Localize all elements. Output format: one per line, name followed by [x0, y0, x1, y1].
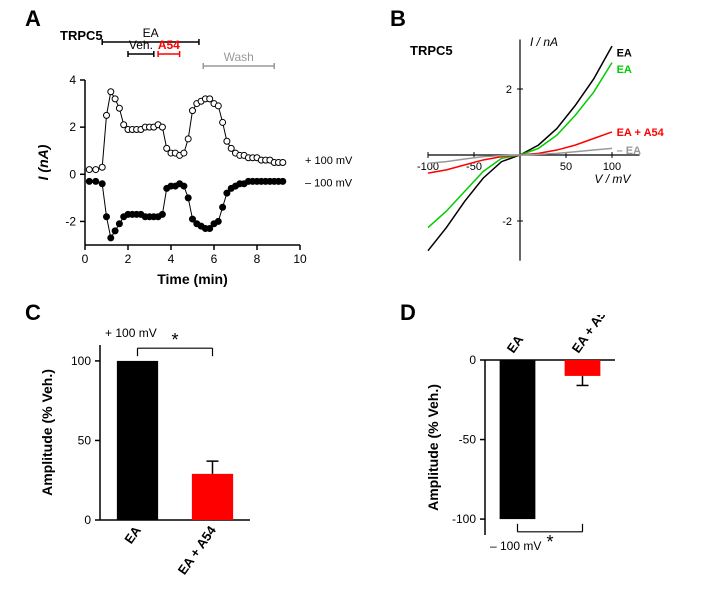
- svg-text:*: *: [546, 532, 553, 552]
- svg-text:EA: EA: [121, 523, 144, 547]
- svg-text:0: 0: [82, 252, 89, 266]
- svg-text:EA: EA: [617, 48, 632, 60]
- panel-b-chart: TRPC5-100-5050100-22V / mVI / nAEAEAEA +…: [395, 25, 695, 280]
- svg-text:– 100 mV: – 100 mV: [305, 178, 353, 190]
- svg-text:V / mV: V / mV: [594, 172, 631, 186]
- svg-text:EA: EA: [617, 64, 632, 76]
- svg-text:4: 4: [69, 73, 76, 87]
- svg-text:Veh.: Veh.: [129, 38, 153, 52]
- svg-text:2: 2: [69, 120, 76, 134]
- svg-text:4: 4: [168, 252, 175, 266]
- svg-text:+ 100 mV: + 100 mV: [105, 326, 157, 340]
- svg-text:I (nA): I (nA): [35, 144, 51, 180]
- panel-c-chart: + 100 mV 0 50 100 Amplitude (% Veh.) EA EA + A…: [30, 315, 320, 605]
- svg-text:100: 100: [71, 354, 91, 368]
- svg-text:Amplitude (% Veh.): Amplitude (% Veh.): [39, 369, 55, 496]
- svg-text:TRPC5: TRPC5: [410, 43, 453, 58]
- svg-text:Wash: Wash: [224, 50, 254, 64]
- svg-text:– 100 mV: – 100 mV: [490, 539, 541, 553]
- svg-text:-2: -2: [502, 216, 512, 228]
- svg-text:-2: -2: [65, 214, 76, 228]
- svg-text:8: 8: [254, 252, 261, 266]
- svg-text:*: *: [171, 330, 178, 350]
- svg-text:50: 50: [560, 161, 572, 173]
- svg-text:TRPC5: TRPC5: [60, 28, 103, 43]
- panel-a-chart: TRPC5EAVeh.A54Wash0246810-2024Time (min)…: [30, 20, 365, 290]
- svg-text:– EA: – EA: [617, 145, 642, 157]
- svg-text:2: 2: [506, 84, 512, 96]
- svg-text:50: 50: [78, 433, 92, 447]
- svg-text:-100: -100: [452, 512, 476, 526]
- svg-text:Amplitude (% Veh.): Amplitude (% Veh.): [425, 384, 441, 511]
- svg-text:EA + A54: EA + A54: [617, 127, 665, 139]
- svg-text:EA + A54: EA + A54: [175, 522, 220, 577]
- panel-label-d: D: [400, 300, 416, 326]
- svg-text:0: 0: [69, 167, 76, 181]
- svg-text:A54: A54: [158, 38, 180, 52]
- svg-text:I / nA: I / nA: [530, 35, 558, 49]
- svg-text:EA: EA: [504, 332, 527, 356]
- svg-text:10: 10: [293, 252, 307, 266]
- panel-d-chart: -100 -50 0 Amplitude (% Veh.) EA EA + A54 * – 1…: [420, 315, 690, 605]
- svg-text:Time (min): Time (min): [157, 271, 228, 287]
- svg-text:0: 0: [84, 513, 91, 527]
- svg-text:-50: -50: [459, 433, 477, 447]
- svg-text:2: 2: [125, 252, 132, 266]
- svg-text:6: 6: [211, 252, 218, 266]
- svg-text:+ 100 mV: + 100 mV: [305, 155, 353, 167]
- svg-text:0: 0: [469, 353, 476, 367]
- svg-text:EA + A54: EA + A54: [569, 315, 614, 356]
